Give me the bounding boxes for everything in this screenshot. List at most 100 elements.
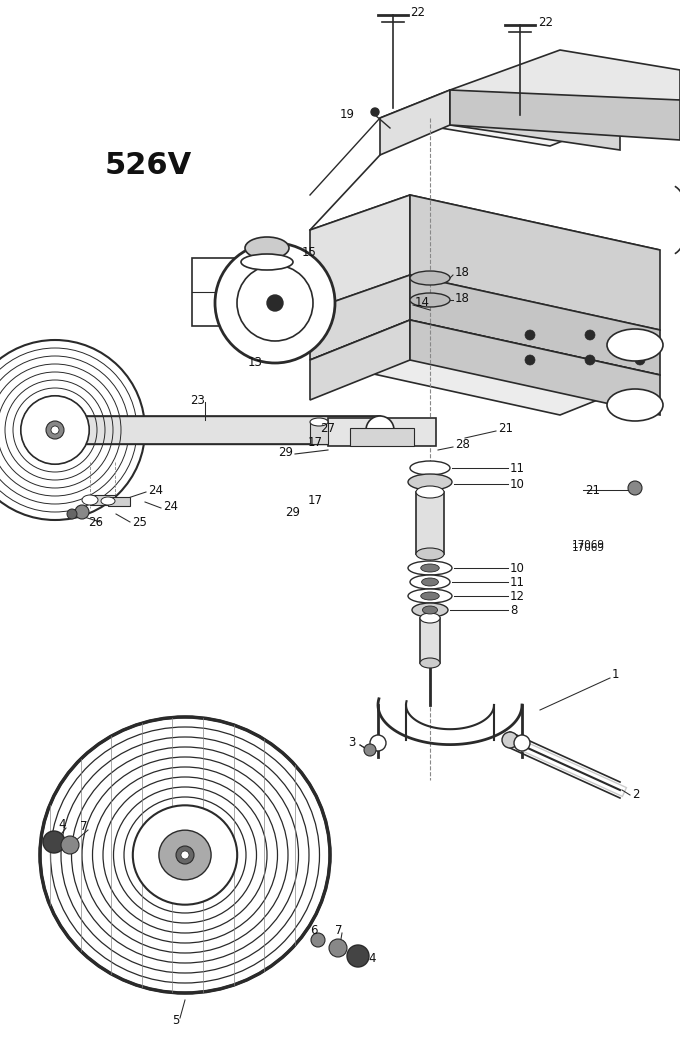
Polygon shape — [450, 90, 620, 151]
Ellipse shape — [133, 806, 237, 904]
Polygon shape — [410, 275, 660, 375]
Circle shape — [43, 831, 65, 853]
Ellipse shape — [408, 589, 452, 603]
Ellipse shape — [310, 418, 328, 426]
Ellipse shape — [421, 564, 439, 572]
Text: 19: 19 — [340, 108, 355, 122]
Polygon shape — [310, 320, 660, 416]
Text: 21: 21 — [585, 483, 600, 496]
Text: 17069: 17069 — [572, 540, 605, 550]
Bar — [192, 258, 264, 326]
Text: 28: 28 — [455, 438, 470, 450]
Ellipse shape — [245, 237, 289, 259]
Circle shape — [311, 933, 325, 947]
Text: 8: 8 — [510, 603, 517, 617]
Circle shape — [237, 265, 313, 341]
Text: 26: 26 — [88, 515, 103, 529]
Text: 25: 25 — [132, 515, 147, 529]
Ellipse shape — [412, 603, 448, 617]
Text: 4: 4 — [58, 818, 65, 831]
Circle shape — [514, 735, 530, 750]
Bar — [350, 428, 414, 446]
Ellipse shape — [410, 575, 450, 589]
Bar — [328, 418, 436, 446]
Circle shape — [525, 330, 535, 340]
Text: 6: 6 — [310, 923, 318, 936]
Bar — [55, 416, 380, 444]
Ellipse shape — [502, 732, 518, 748]
Text: 10: 10 — [510, 562, 525, 575]
Ellipse shape — [366, 416, 394, 444]
Circle shape — [364, 744, 376, 756]
Text: 7: 7 — [80, 819, 88, 832]
Circle shape — [181, 851, 189, 859]
Text: 13: 13 — [248, 356, 263, 370]
Text: 2: 2 — [632, 789, 639, 801]
Circle shape — [628, 481, 642, 495]
Text: 11: 11 — [510, 461, 525, 475]
Text: 7: 7 — [335, 923, 343, 936]
Ellipse shape — [159, 830, 211, 880]
Circle shape — [176, 846, 194, 864]
Text: 10: 10 — [510, 477, 525, 491]
Text: 23: 23 — [190, 393, 205, 406]
Ellipse shape — [40, 717, 330, 993]
Ellipse shape — [101, 497, 115, 505]
Text: 24: 24 — [163, 499, 178, 512]
Text: 3: 3 — [348, 736, 356, 748]
Text: 12: 12 — [510, 589, 525, 602]
Text: 15: 15 — [302, 246, 317, 259]
Ellipse shape — [421, 591, 439, 600]
Circle shape — [635, 330, 645, 340]
Text: 14: 14 — [415, 296, 430, 308]
Polygon shape — [450, 90, 680, 140]
Bar — [420, 618, 440, 662]
Ellipse shape — [416, 485, 444, 498]
Circle shape — [525, 355, 535, 365]
Polygon shape — [310, 275, 410, 360]
Text: 29: 29 — [278, 445, 293, 459]
Polygon shape — [410, 195, 660, 330]
Circle shape — [75, 505, 89, 519]
Circle shape — [267, 295, 283, 311]
Polygon shape — [410, 320, 660, 416]
Circle shape — [215, 243, 335, 363]
Polygon shape — [310, 195, 660, 285]
Circle shape — [371, 108, 379, 116]
Circle shape — [585, 330, 595, 340]
Text: 29: 29 — [285, 506, 300, 518]
Ellipse shape — [410, 293, 450, 307]
Ellipse shape — [241, 254, 293, 270]
Text: 4: 4 — [368, 952, 375, 965]
Bar — [416, 492, 444, 554]
Text: 22: 22 — [410, 5, 425, 18]
Polygon shape — [450, 50, 680, 118]
Circle shape — [46, 421, 64, 439]
Ellipse shape — [607, 329, 663, 361]
Ellipse shape — [422, 606, 437, 614]
Text: 11: 11 — [510, 576, 525, 588]
Ellipse shape — [21, 395, 89, 464]
Text: 21: 21 — [498, 422, 513, 435]
Circle shape — [67, 509, 77, 519]
Ellipse shape — [607, 389, 663, 421]
Circle shape — [585, 355, 595, 365]
Circle shape — [370, 735, 386, 750]
Text: 5: 5 — [172, 1013, 180, 1026]
Ellipse shape — [408, 561, 452, 575]
Circle shape — [635, 355, 645, 365]
Text: 27: 27 — [320, 422, 335, 435]
Circle shape — [51, 426, 59, 434]
Polygon shape — [310, 320, 410, 400]
Ellipse shape — [410, 271, 450, 285]
Bar — [310, 422, 328, 444]
Ellipse shape — [41, 416, 69, 444]
Text: 17: 17 — [308, 436, 323, 448]
Text: 22: 22 — [538, 16, 553, 29]
Text: 18: 18 — [455, 265, 470, 279]
Polygon shape — [380, 90, 450, 155]
Circle shape — [329, 939, 347, 957]
Polygon shape — [310, 195, 410, 310]
Circle shape — [61, 836, 79, 854]
Text: 24: 24 — [148, 483, 163, 496]
